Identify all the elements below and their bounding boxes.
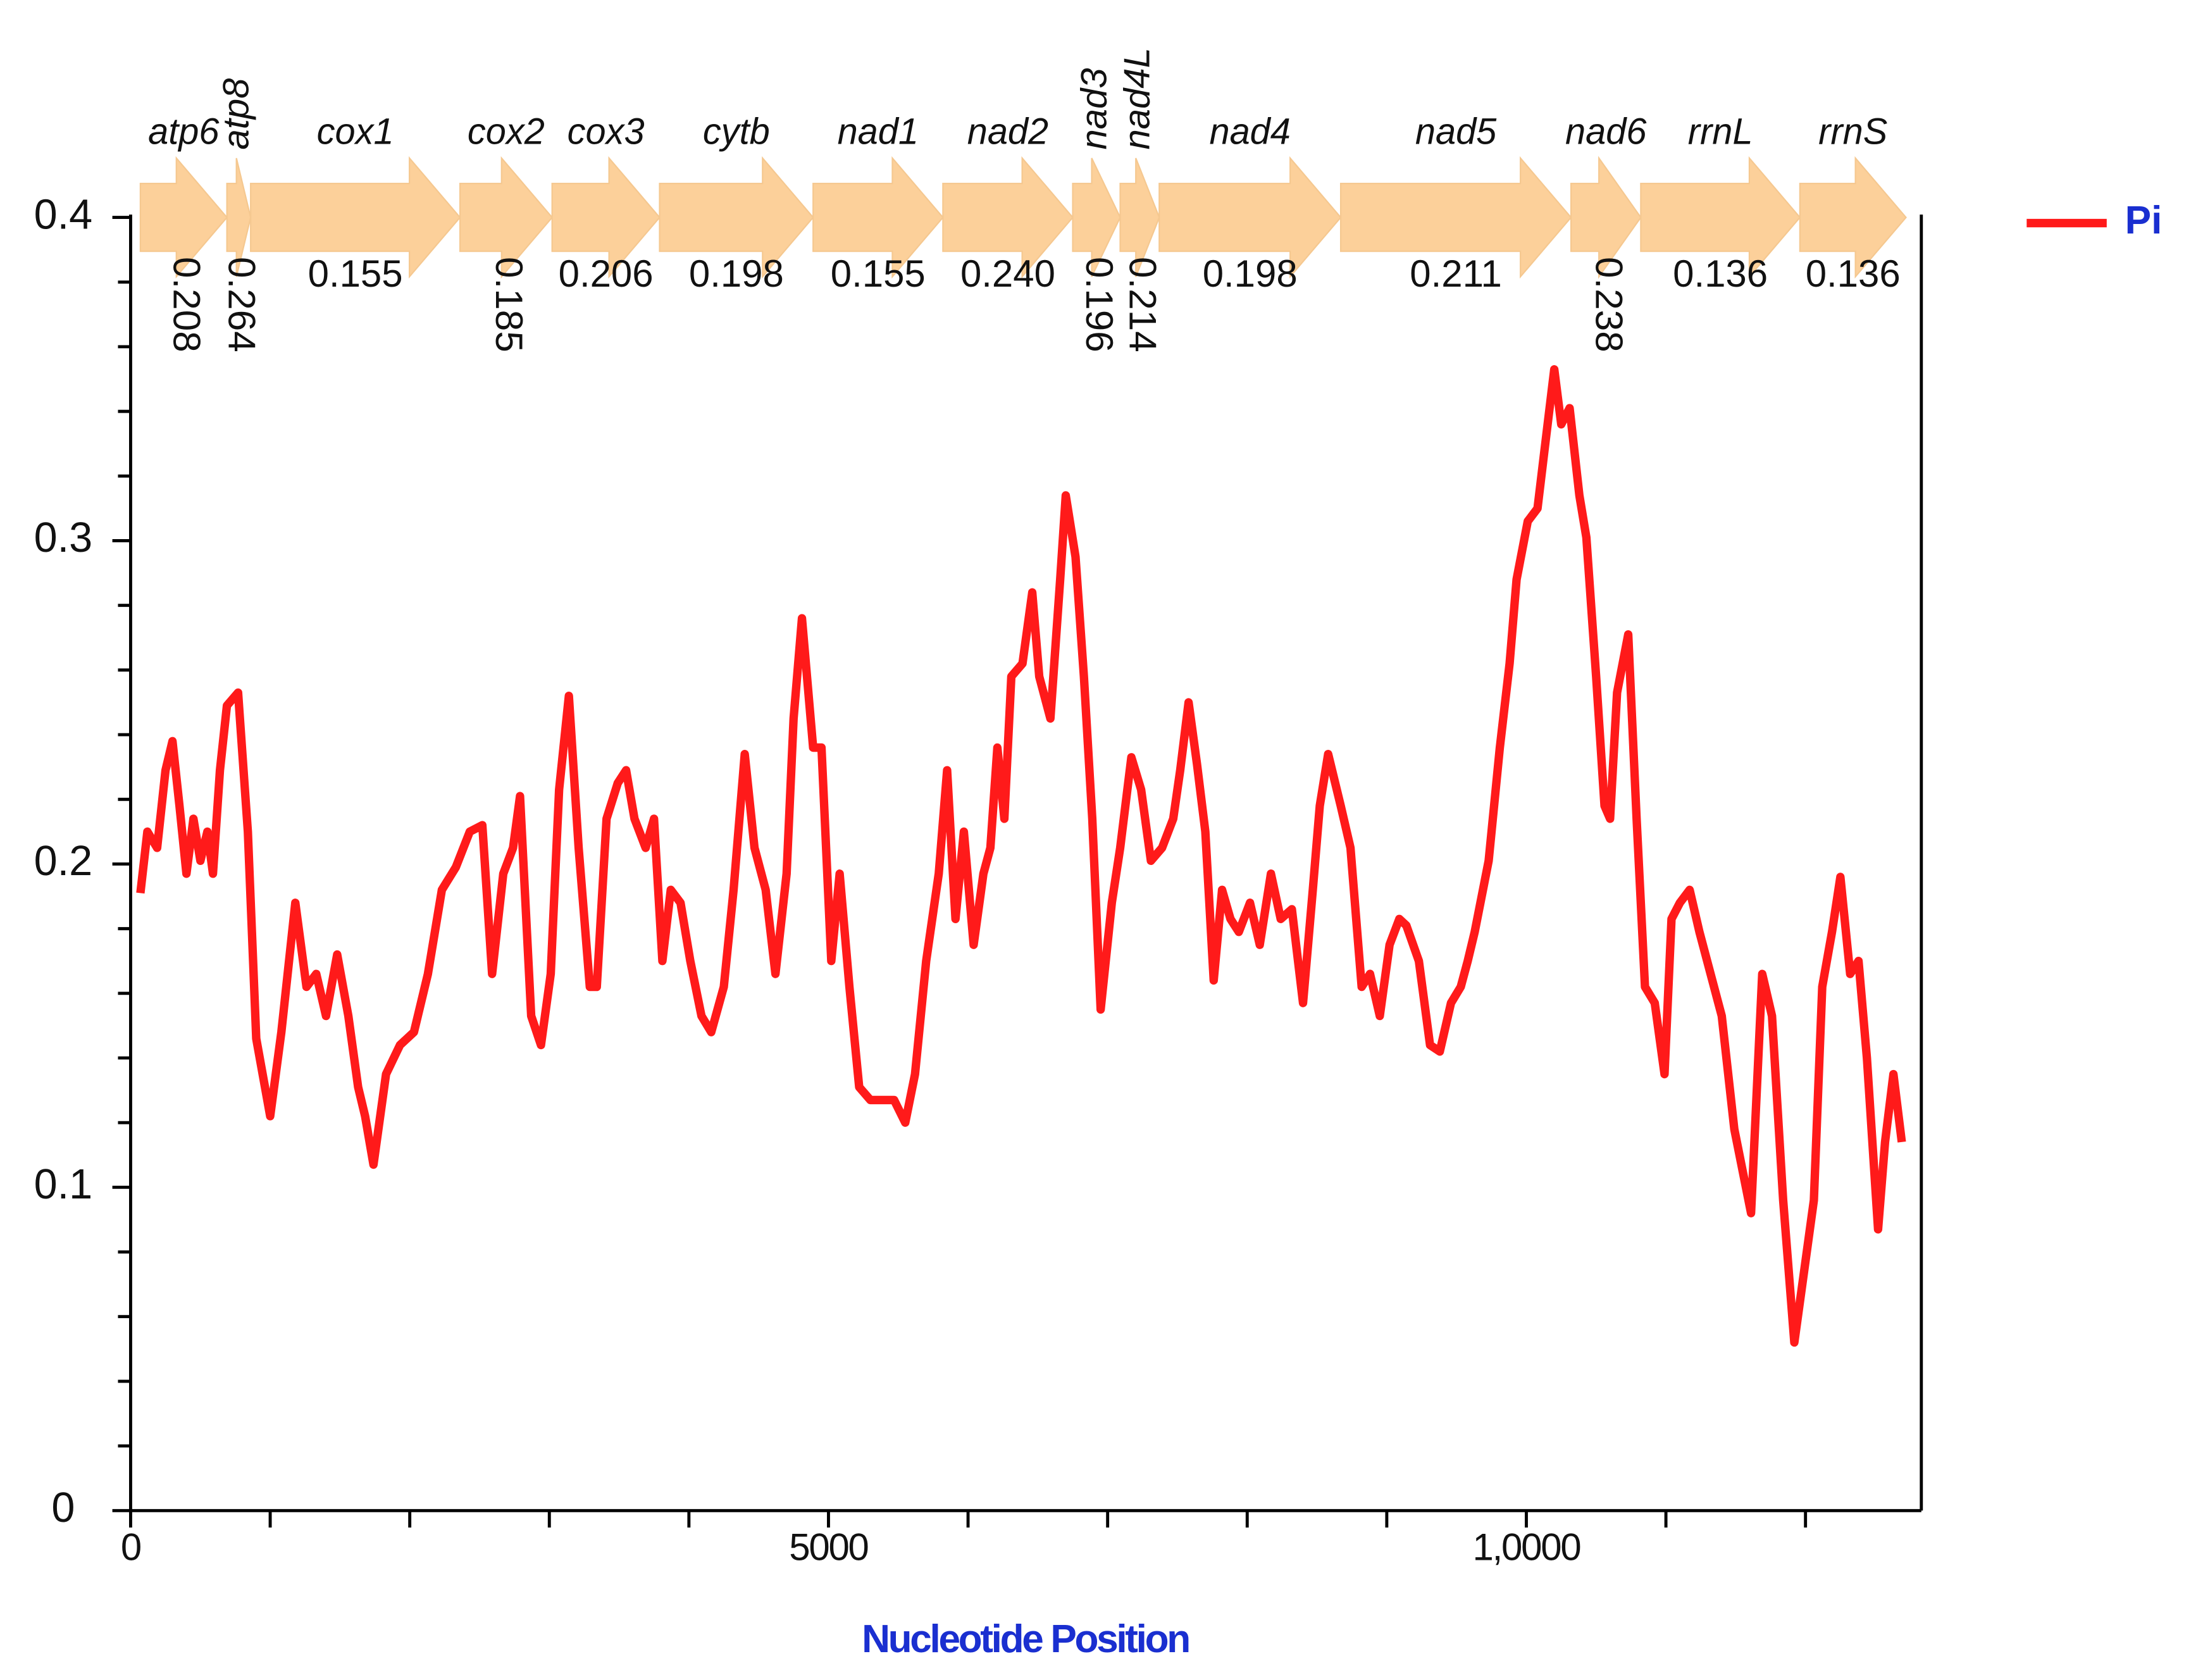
gene-arrow: [139, 156, 228, 279]
x-tick-label: 0: [121, 1526, 141, 1569]
legend-label: Pi: [2125, 199, 2163, 242]
gene-value-label: 0.208: [165, 257, 208, 352]
x-tick-label: 1,0000: [1472, 1526, 1580, 1569]
gene-name: cox2: [468, 111, 545, 152]
gene-value-label: 0.240: [960, 252, 1055, 295]
gene-arrow: [1158, 156, 1342, 279]
gene-arrow: [250, 156, 461, 279]
gene-arrow: [1072, 158, 1121, 277]
gene-value-label: 0.264: [221, 257, 263, 352]
gene-value-label: 0.198: [689, 252, 784, 295]
gene-name: cytb: [703, 111, 770, 152]
gene-name: nad6: [1565, 111, 1647, 152]
gene-name: rrnL: [1688, 111, 1753, 152]
gene-value-label: 0.185: [488, 257, 530, 352]
y-tick-label: 0.3: [34, 514, 93, 561]
gene-value-label: 0.211: [1410, 252, 1502, 295]
gene-arrow: [1339, 156, 1572, 279]
gene-name: cox1: [317, 111, 394, 152]
x-axis-label: Nucleotide Position: [862, 1617, 1189, 1661]
data-line: [136, 365, 1906, 1347]
gene-value-label: 0.155: [831, 252, 926, 295]
gene-arrow: [812, 156, 944, 279]
gene-value-label: 0.136: [1673, 252, 1768, 295]
gene-arrow: [1570, 156, 1642, 279]
y-tick-label: 0.2: [34, 838, 93, 885]
x-tick-label: 5000: [789, 1526, 868, 1569]
gene-name: nad4L: [1117, 47, 1158, 149]
gene-arrow: [1799, 156, 1907, 279]
gene-name: rrnS: [1818, 111, 1887, 152]
gene-name: atp6: [148, 111, 220, 152]
gene-arrow: [1640, 156, 1801, 279]
gene-name: nad5: [1415, 111, 1497, 152]
gene-value-label: 0.206: [559, 252, 654, 295]
gene-value-label: 0.198: [1203, 252, 1298, 295]
y-tick-label: 0: [51, 1484, 75, 1531]
gene-value-label: 0.196: [1078, 257, 1120, 352]
gene-arrow: [226, 158, 252, 277]
gene-arrow: [459, 156, 554, 279]
gene-name: nad2: [967, 111, 1048, 152]
y-tick-label: 0.4: [34, 191, 93, 238]
gene-name: cox3: [568, 111, 645, 152]
gene-value-label: 0.155: [308, 252, 403, 295]
gene-name: nad4: [1209, 111, 1290, 152]
gene-arrow: [942, 156, 1074, 279]
gene-name: nad3: [1074, 68, 1114, 149]
gene-arrow: [1119, 158, 1160, 277]
gene-arrow: [551, 156, 661, 279]
y-tick-label: 0.1: [34, 1161, 93, 1208]
gene-name: nad1: [838, 111, 919, 152]
gene-value-label: 0.214: [1122, 257, 1164, 352]
gene-arrow: [659, 156, 814, 279]
gene-value-label: 0.136: [1806, 252, 1901, 295]
gene-name: atp8: [216, 78, 257, 150]
gene-value-label: 0.238: [1587, 257, 1630, 352]
